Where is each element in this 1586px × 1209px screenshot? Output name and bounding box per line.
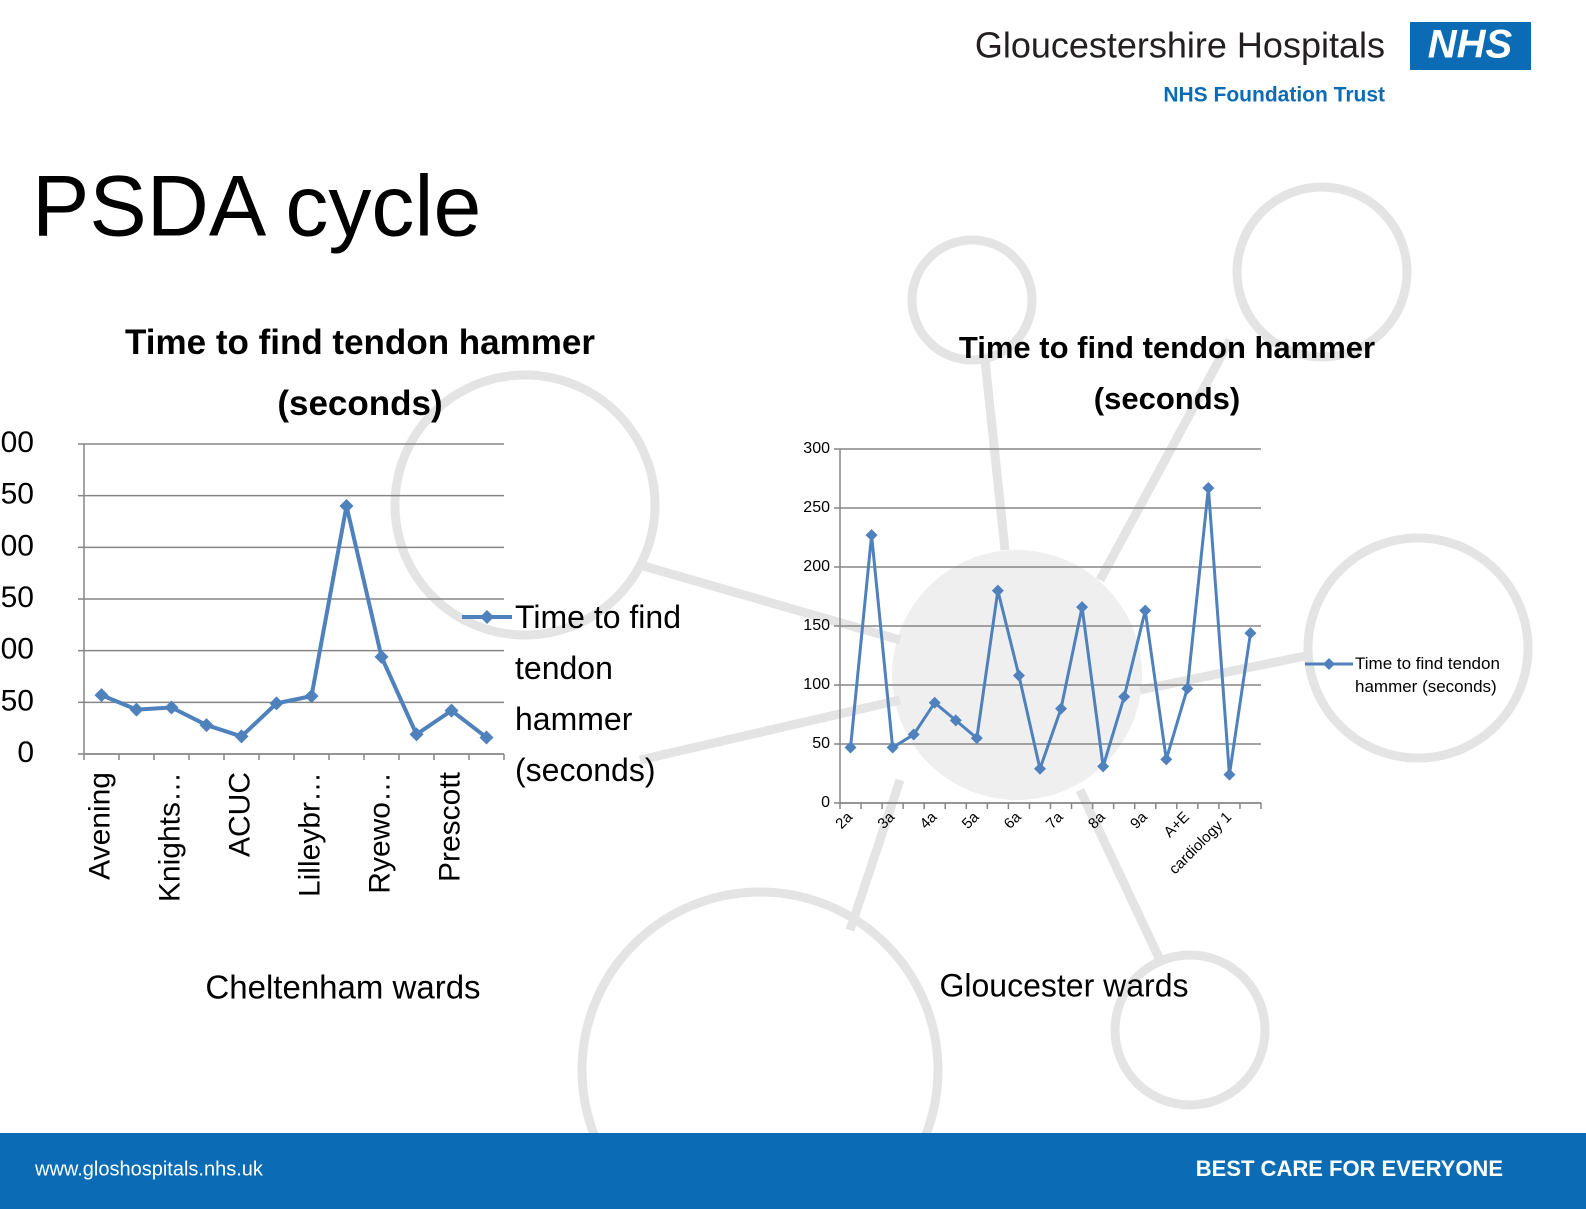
data-point: [886, 741, 899, 754]
data-point: [1118, 690, 1131, 703]
data-point: [1033, 762, 1046, 775]
y-tick-label: 50: [812, 735, 830, 752]
x-tick-label: 3a: [874, 808, 898, 832]
x-tick-label: 6a: [1001, 808, 1025, 832]
data-point: [1181, 682, 1194, 695]
data-point: [1202, 481, 1215, 494]
logo-text: NHS: [1428, 23, 1513, 67]
y-tick-label: 250: [803, 499, 830, 516]
y-tick-label: 150: [0, 581, 34, 614]
data-point: [94, 688, 109, 703]
x-axis-title: Gloucester wards: [940, 967, 1189, 1003]
y-tick-label: 200: [0, 529, 34, 562]
data-point: [907, 728, 920, 741]
data-point: [970, 732, 983, 745]
slide-title: PSDA cycle: [32, 159, 481, 255]
y-tick-label: 0: [17, 736, 34, 769]
data-point: [129, 702, 144, 717]
data-point: [1012, 669, 1025, 682]
data-point: [1223, 768, 1236, 781]
x-tick-label: 9a: [1127, 808, 1151, 832]
x-tick-label: A+E: [1161, 809, 1193, 841]
organisation: Gloucestershire Hospitals: [975, 25, 1385, 66]
y-tick-label: 300: [0, 426, 34, 459]
legend-entry: Time to find tendon hammer (seconds): [515, 599, 681, 788]
legend-marker: [480, 610, 494, 624]
data-line: [849, 486, 1252, 777]
y-tick-label: 100: [0, 633, 34, 666]
x-tick-label: 7a: [1043, 808, 1067, 832]
x-tick-label: 5a: [959, 808, 983, 832]
data-point: [339, 499, 354, 513]
y-tick-label: 100: [803, 676, 830, 693]
x-tick-label: Ryewo…: [363, 772, 396, 894]
y-tick-label: 300: [803, 440, 830, 457]
x-tick-label: Lilleybr…: [293, 772, 326, 897]
data-point: [409, 727, 424, 742]
data-point: [374, 649, 389, 664]
data-point: [479, 730, 494, 745]
data-point: [1139, 604, 1152, 617]
data-point: [865, 529, 878, 542]
data-point: [269, 696, 284, 711]
legend-marker: [1323, 658, 1335, 670]
x-tick-label: ACUC: [223, 772, 256, 857]
data-point: [1160, 753, 1173, 766]
x-tick-label: Knights…: [153, 772, 186, 902]
x-tick-label: Prescott: [433, 771, 466, 882]
y-tick-label: 50: [1, 684, 34, 717]
y-tick-label: 150: [803, 617, 830, 634]
x-tick-label: Avening: [83, 772, 116, 880]
footer-slogan: BEST CARE FOR EVERYONE: [1196, 1156, 1503, 1181]
y-tick-label: 250: [0, 478, 34, 511]
data-point: [844, 741, 857, 754]
data-point: [1076, 601, 1089, 614]
data-point: [991, 584, 1004, 597]
data-point: [949, 714, 962, 727]
x-tick-label: 2a: [832, 808, 856, 832]
x-tick-label: 4a: [917, 808, 941, 832]
data-point: [1055, 702, 1068, 715]
data-point: [304, 689, 319, 704]
chart-title: Time to find tendon hammer (seconds): [125, 323, 595, 423]
data-point: [199, 718, 214, 733]
logo-box: [1410, 22, 1531, 70]
x-axis-title: Cheltenham wards: [205, 969, 480, 1006]
data-point: [1097, 760, 1110, 773]
org-subtitle: NHS Foundation Trust: [1163, 84, 1385, 107]
data-point: [1244, 627, 1257, 640]
legend-entry: Time to find tendon hammer (seconds): [1355, 654, 1500, 696]
y-tick-label: 200: [803, 558, 830, 575]
data-point: [164, 700, 179, 715]
data-point: [928, 696, 941, 709]
footer-bar: [0, 1133, 1586, 1209]
data-point: [444, 703, 459, 718]
y-tick-label: 0: [821, 794, 830, 811]
footer-url: www.gloshospitals.nhs.uk: [34, 1158, 264, 1180]
data-point: [234, 729, 249, 744]
chart-title: Time to find tendon hammer (seconds): [958, 330, 1376, 416]
